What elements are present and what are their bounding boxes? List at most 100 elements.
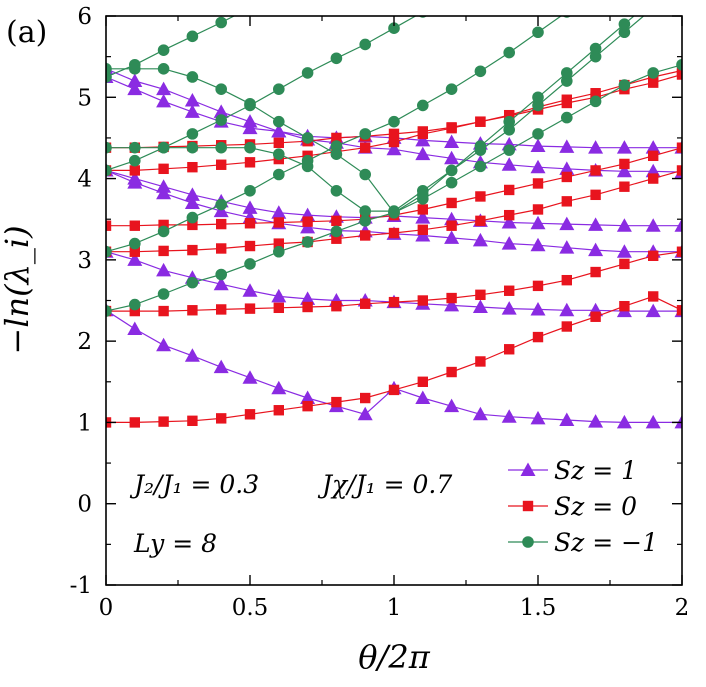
- series-2-point: [216, 413, 227, 424]
- series-1-point: [616, 140, 632, 154]
- series-2-point: [504, 209, 515, 221]
- series-3-point: [359, 168, 372, 181]
- legend-marker: [522, 536, 534, 548]
- x-tick-label: 1.5: [520, 595, 557, 621]
- series-1-point: [559, 216, 575, 231]
- series-3-point: [676, 58, 682, 71]
- series-3-point: [273, 168, 285, 181]
- x-tick-label: 0.5: [232, 595, 269, 621]
- series-2-point: [417, 204, 428, 215]
- series-2-point: [388, 136, 400, 148]
- series-1-point: [530, 410, 546, 425]
- series-1-point: [444, 297, 460, 312]
- series-3-point: [417, 99, 429, 112]
- series-1-point: [184, 93, 200, 107]
- series-2-point: [244, 240, 256, 252]
- series-1-point: [415, 146, 431, 161]
- x-tick-label: 2: [675, 595, 690, 621]
- y-tick-label: 1: [77, 410, 92, 436]
- series-2-point: [504, 285, 515, 296]
- series-2-point: [504, 344, 515, 355]
- series-3-point: [106, 245, 112, 258]
- series-3-point: [532, 99, 544, 112]
- series-1-point: [588, 242, 604, 257]
- series-3-point: [330, 52, 343, 65]
- series-1-point: [271, 380, 287, 395]
- series-3-point: [273, 83, 285, 95]
- series-3-point: [561, 111, 573, 124]
- series-3-point: [157, 44, 170, 56]
- series-1-point: [184, 187, 200, 201]
- series-2-point: [619, 181, 630, 192]
- series-1-point: [559, 412, 575, 426]
- x-axis-label: θ/2π: [358, 638, 430, 676]
- series-3-point: [647, 2, 659, 14]
- series-3-point: [474, 65, 487, 78]
- series-2-point: [619, 258, 630, 270]
- series-1-point: [588, 414, 604, 428]
- series-2-point: [676, 305, 682, 316]
- series-3-point: [186, 71, 199, 83]
- series-2-point: [590, 311, 601, 322]
- legend-label: Sz = −1: [554, 528, 658, 557]
- series-2-point: [216, 218, 227, 230]
- series-1-point: [530, 237, 546, 252]
- series-2-point: [446, 366, 457, 378]
- series-1-point: [472, 406, 488, 421]
- series-2-point: [648, 291, 659, 302]
- series-2-point: [417, 224, 428, 235]
- series-1-point: [444, 398, 460, 413]
- series-1-point: [242, 283, 258, 297]
- series-2-point: [187, 305, 198, 316]
- plot-area: [106, 0, 682, 429]
- series-2-point: [676, 142, 682, 153]
- series-2-point: [475, 215, 486, 227]
- series-2-point: [158, 245, 169, 257]
- series-2-point: [331, 396, 342, 408]
- series-1-point: [271, 123, 287, 138]
- series-2-point: [244, 409, 256, 420]
- series-1-point: [127, 73, 143, 88]
- series-1-point: [559, 139, 575, 153]
- series-3-point: [503, 115, 515, 128]
- series-1-point: [674, 414, 682, 429]
- series-2-point: [417, 376, 428, 387]
- series-1-point: [271, 205, 287, 219]
- series-3-point: [301, 236, 314, 248]
- series-2-point: [619, 300, 630, 312]
- series-1-point: [645, 218, 661, 232]
- series-3-point: [446, 0, 458, 1]
- series-2-point: [532, 331, 544, 343]
- series-1-point: [530, 159, 546, 174]
- y-tick-label: -1: [70, 573, 92, 599]
- series-3-point: [474, 160, 487, 173]
- series-3-point: [618, 79, 631, 91]
- series-2-point: [129, 305, 140, 317]
- series-3-point: [215, 83, 227, 95]
- axes: 0 0.5 1 1.5 2 -1 0 1 2 3 4 5 6: [70, 4, 690, 621]
- series-1-point: [156, 81, 172, 96]
- series-2-point: [561, 196, 572, 207]
- series-1-point: [616, 218, 632, 232]
- y-tick-label: 4: [77, 167, 92, 193]
- series-1-point: [559, 161, 575, 175]
- series-2-point: [388, 128, 400, 140]
- series-2-point: [302, 216, 313, 227]
- legend-marker: [522, 500, 534, 512]
- series-2-point: [475, 116, 486, 127]
- series-2-point: [331, 132, 342, 144]
- series-2-point: [331, 233, 342, 244]
- series-1-point: [645, 303, 661, 318]
- legend-label: Sz = 1: [554, 456, 637, 485]
- series-3-point: [503, 144, 515, 156]
- series-3-point: [618, 18, 631, 30]
- series-1-point: [501, 301, 517, 315]
- y-axis-label: −ln(λ_i): [0, 225, 36, 354]
- series-1-point: [530, 301, 546, 316]
- x-tick-label: 1: [387, 595, 402, 621]
- series-1-point: [184, 104, 200, 118]
- series-1-point: [242, 114, 258, 128]
- series-1-point: [472, 299, 488, 314]
- series-2-point: [388, 296, 400, 308]
- series-3-point: [330, 225, 343, 238]
